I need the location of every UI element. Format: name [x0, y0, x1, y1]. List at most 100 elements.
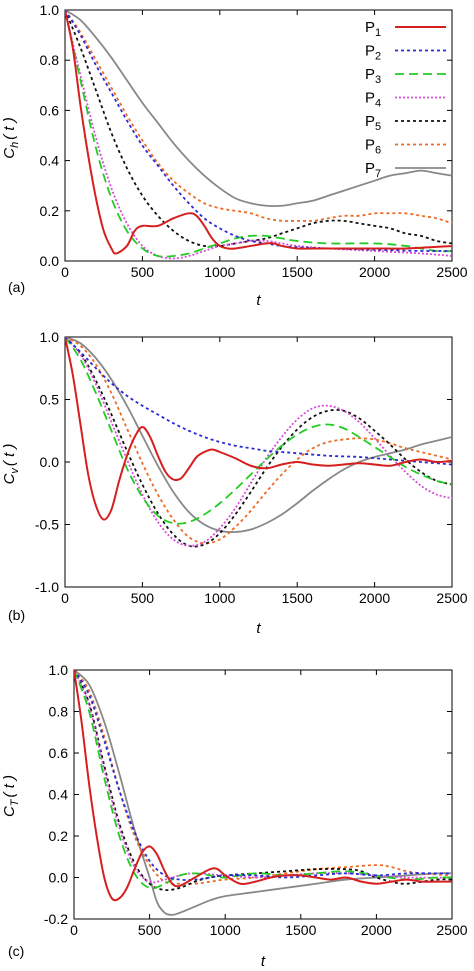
series-line-p5 [74, 670, 452, 892]
legend-label-subscript: 7 [375, 168, 381, 180]
y-tick-label: 1.0 [49, 662, 69, 678]
x-tick-label: 0 [61, 264, 69, 280]
legend-label: P4 [365, 90, 381, 110]
y-tick-label: -1.0 [35, 579, 59, 595]
series-line-p3 [65, 10, 452, 258]
x-axis-label: t [256, 620, 261, 637]
legend-label-subscript: 5 [375, 121, 381, 133]
legend-label-main: P [365, 137, 375, 154]
y-tick-label: -0.2 [44, 911, 68, 927]
x-tick-label: 2000 [359, 590, 390, 606]
y-tick-label: 0.5 [40, 392, 60, 408]
x-axis-label: t [261, 953, 266, 970]
x-tick-label: 2000 [361, 922, 392, 938]
legend-label-main: P [365, 66, 375, 83]
legend-label-main: P [365, 19, 375, 36]
series-line-p1 [65, 337, 452, 521]
series-line-p7 [74, 670, 452, 916]
legend-label: P6 [365, 137, 381, 157]
y-tick-label: 1.0 [40, 2, 60, 18]
x-tick-label: 500 [138, 922, 162, 938]
series-line-p1 [65, 10, 452, 255]
y-axis-label: CT( t ) [1, 775, 21, 817]
series-line-p6 [74, 670, 452, 885]
legend-label: P7 [365, 160, 381, 180]
y-axis-label-rest: ( t ) [1, 444, 18, 467]
y-axis-label-subscript: h [9, 142, 21, 148]
legend-label-subscript: 1 [375, 27, 381, 39]
y-tick-label: 0.8 [49, 704, 69, 720]
plot-frame [64, 336, 453, 588]
chart-panel-2: 0 500 1000 1500 2000 2500 -1.0 -0.5 0.0 0.5 1.0 t Cv… [1, 329, 468, 637]
series-line-p3 [65, 337, 452, 525]
x-tick-label: 0 [61, 590, 69, 606]
series-line-p6 [65, 337, 452, 545]
series-line-p1 [74, 670, 452, 902]
y-tick-label: 0.6 [40, 102, 60, 118]
y-tick-label: 0.2 [40, 203, 60, 219]
x-tick-label: 1500 [282, 264, 313, 280]
y-tick-label: 0.4 [40, 153, 60, 169]
series-line-p4 [74, 670, 452, 884]
x-axis-label: t [256, 292, 261, 309]
x-tick-label: 1500 [285, 922, 316, 938]
series-line-p4 [65, 337, 452, 547]
legend-label-main: P [365, 160, 375, 177]
chart-panel-1: 0 500 1000 1500 2000 2500 0.0 0.2 0.4 0.6 0.8 1.0 t C… [1, 2, 468, 309]
x-tick-label: 2000 [359, 264, 390, 280]
panel-label: (a) [8, 279, 25, 295]
x-tick-label: 2500 [436, 590, 467, 606]
x-tick-label: 1500 [282, 590, 313, 606]
legend-label: P2 [365, 43, 381, 63]
y-axis-label-main: C [1, 806, 18, 817]
x-tick-label: 500 [131, 264, 155, 280]
y-axis-label: Cv( t ) [1, 444, 21, 485]
x-tick-label: 1000 [204, 264, 235, 280]
panel-label: (b) [8, 607, 25, 623]
legend-label: P5 [365, 113, 381, 133]
x-tick-label: 2500 [436, 922, 467, 938]
y-axis-label-main: C [1, 473, 18, 484]
legend-label-subscript: 3 [375, 74, 381, 86]
plot-frame [64, 9, 453, 262]
legend-label-subscript: 2 [375, 51, 381, 63]
series-line-p2 [65, 337, 452, 466]
y-tick-label: -0.5 [35, 517, 59, 533]
x-tick-label: 500 [131, 590, 155, 606]
y-axis-label-main: C [1, 148, 18, 159]
y-tick-label: 0.6 [49, 745, 69, 761]
series-line-p7 [65, 10, 452, 207]
y-tick-label: 0.0 [49, 870, 69, 886]
x-tick-label: 1000 [210, 922, 241, 938]
y-tick-label: 0.0 [40, 253, 60, 269]
y-axis-label-rest: ( t ) [1, 117, 18, 140]
legend-label: P3 [365, 66, 381, 86]
chart-panel-3: 0 500 1000 1500 2000 2500 -0.2 0.0 0.2 0.4 0.6 0.8 1… [1, 662, 468, 970]
y-axis-label-subscript: T [9, 798, 21, 806]
series-line-p5 [65, 337, 452, 548]
y-tick-label: 0.4 [49, 787, 69, 803]
x-tick-label: 0 [70, 922, 78, 938]
legend-label-subscript: 4 [375, 98, 381, 110]
series-line-p4 [65, 10, 452, 260]
series-line-p6 [65, 10, 452, 225]
series-line-p2 [74, 670, 452, 881]
y-tick-label: 0.8 [40, 52, 60, 68]
x-tick-label: 2500 [436, 264, 467, 280]
x-tick-label: 1000 [204, 590, 235, 606]
legend-label-main: P [365, 43, 375, 60]
legend-label: P1 [365, 19, 381, 39]
y-tick-label: 0.0 [40, 454, 60, 470]
y-axis-label-subscript: v [9, 467, 21, 474]
series-line-p5 [65, 10, 452, 248]
y-tick-label: 0.2 [49, 828, 69, 844]
y-axis-label: Ch ( t ) [1, 117, 21, 158]
legend-label-subscript: 6 [375, 145, 381, 157]
panel-label: (c) [8, 943, 24, 959]
legend-label-main: P [365, 90, 375, 107]
y-tick-label: 1.0 [40, 329, 60, 345]
legend-label-main: P [365, 113, 375, 130]
y-axis-label-rest: ( t ) [1, 775, 18, 798]
